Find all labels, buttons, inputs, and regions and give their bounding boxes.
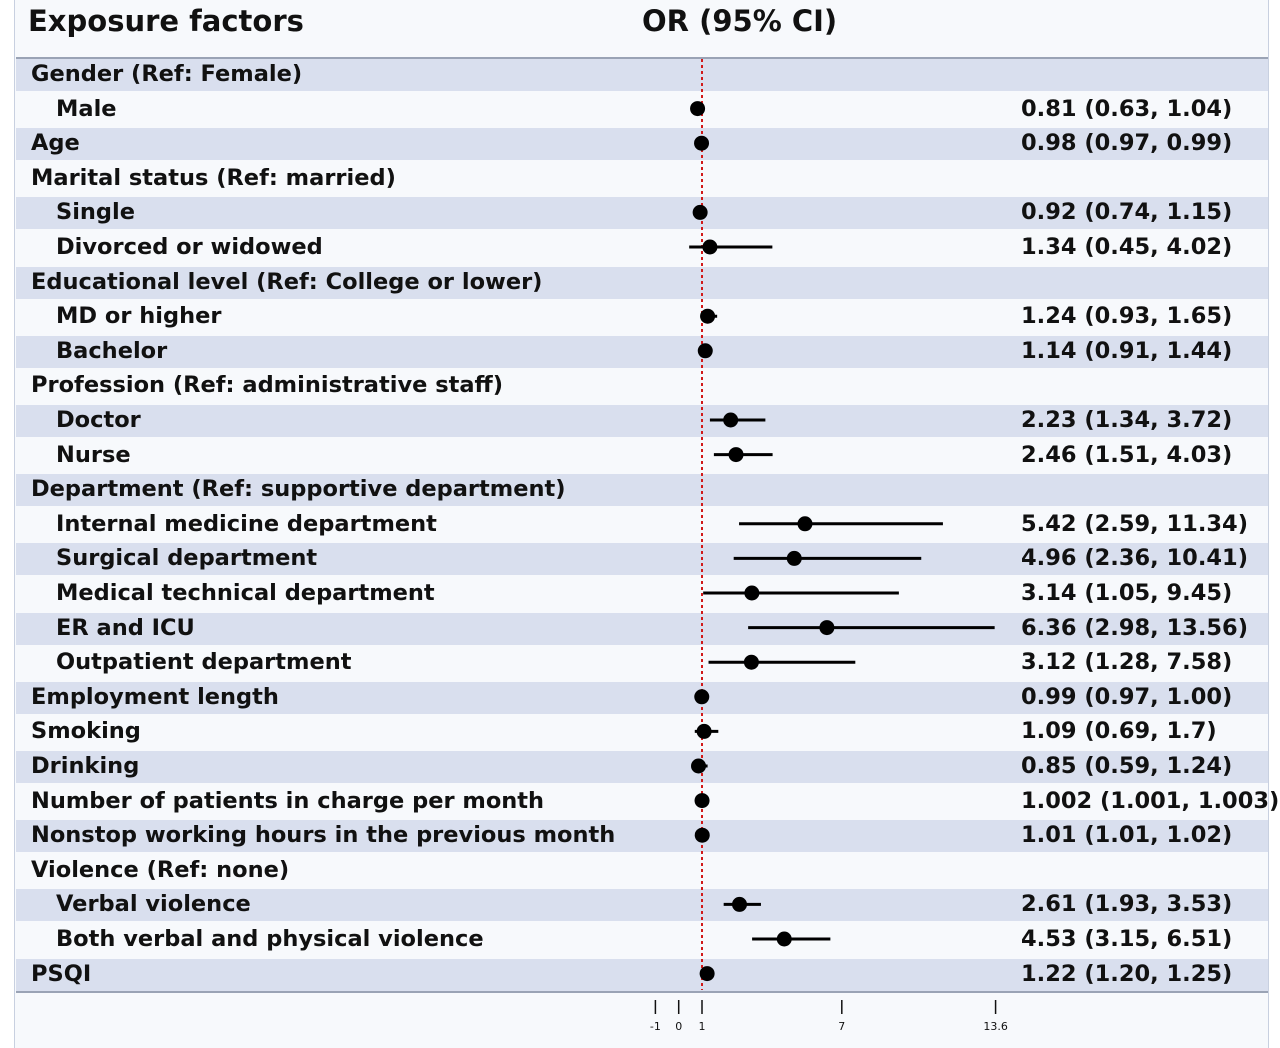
row-label: Employment length <box>31 683 279 710</box>
table-row: Nurse 2.46 (1.51, 4.03) <box>16 440 1268 472</box>
row-or-value: 1.22 (1.20, 1.25) <box>1021 960 1233 987</box>
table-row: MD or higher 1.24 (0.93, 1.65) <box>16 301 1268 333</box>
row-label: Marital status (Ref: married) <box>31 164 396 191</box>
row-label: Bachelor <box>56 337 168 364</box>
table-row: Drinking 0.85 (0.59, 1.24) <box>16 751 1268 783</box>
row-or-value: 2.23 (1.34, 3.72) <box>1021 407 1233 433</box>
row-or-value: 1.34 (0.45, 4.02) <box>1021 234 1233 260</box>
row-or-value: 4.53 (3.15, 6.51) <box>1021 926 1233 952</box>
row-label: Violence (Ref: none) <box>31 856 290 883</box>
table-row: Marital status (Ref: married) <box>16 163 1268 195</box>
table-row: Employment length 0.99 (0.97, 1.00) <box>16 681 1268 714</box>
row-or-value: 5.42 (2.59, 11.34) <box>1021 510 1248 537</box>
row-or-value: 1.24 (0.93, 1.65) <box>1021 303 1233 330</box>
row-or-value: 0.98 (0.97, 0.99) <box>1021 130 1233 157</box>
row-or-value: 2.61 (1.93, 3.53) <box>1021 891 1233 918</box>
table-row: PSQI 1.22 (1.20, 1.25) <box>16 958 1268 991</box>
row-label: Nurse <box>56 441 131 468</box>
row-label: Single <box>56 199 136 226</box>
row-label: Age <box>31 130 80 157</box>
row-label: Gender (Ref: Female) <box>31 61 303 87</box>
table-row: Gender (Ref: Female) <box>16 59 1268 91</box>
row-or-value: 3.12 (1.28, 7.58) <box>1021 649 1233 676</box>
row-label: Smoking <box>31 718 141 745</box>
row-or-value: 1.14 (0.91, 1.44) <box>1021 337 1233 364</box>
table-row: Doctor 2.23 (1.34, 3.72) <box>16 405 1268 437</box>
row-label: Both verbal and physical violence <box>56 926 484 952</box>
table-row: ER and ICU 6.36 (2.98, 13.56) <box>16 612 1268 645</box>
row-label: Divorced or widowed <box>56 234 323 260</box>
row-label: PSQI <box>31 960 92 987</box>
table-row: Divorced or widowed 1.34 (0.45, 4.02) <box>16 232 1268 264</box>
row-label: Number of patients in charge per month <box>31 787 545 814</box>
table-row: Educational level (Ref: College or lower… <box>16 266 1268 299</box>
row-or-value: 1.09 (0.69, 1.7) <box>1021 718 1217 745</box>
row-label: Nonstop working hours in the previous mo… <box>31 822 616 849</box>
exposure-factors-header: Exposure factors <box>28 4 304 38</box>
row-label: Surgical department <box>56 545 318 572</box>
row-label: MD or higher <box>56 303 222 330</box>
row-label: Doctor <box>56 407 141 433</box>
row-label: Male <box>56 95 117 122</box>
table-row: Verbal violence 2.61 (1.93, 3.53) <box>16 889 1268 922</box>
table-row: Number of patients in charge per month 1.… <box>16 786 1279 818</box>
row-or-value: 4.96 (2.36, 10.41) <box>1021 545 1248 572</box>
row-or-value: 2.46 (1.51, 4.03) <box>1021 441 1233 468</box>
table-row: Outpatient department 3.12 (1.28, 7.58) <box>16 647 1268 679</box>
table-row: Nonstop working hours in the previous mo… <box>16 820 1268 853</box>
table-row: Internal medicine department 5.42 (2.59, … <box>16 509 1268 541</box>
row-label: Medical technical department <box>56 580 435 606</box>
header-divider <box>16 57 1268 59</box>
row-or-value: 0.99 (0.97, 1.00) <box>1021 683 1233 710</box>
table-row: Male 0.81 (0.63, 1.04) <box>16 94 1268 126</box>
table-row: Medical technical department 3.14 (1.05, … <box>16 578 1268 610</box>
row-label: Profession (Ref: administrative staff) <box>31 372 504 399</box>
figure-frame <box>14 0 1269 1048</box>
or-ci-header: OR (95% CI) <box>642 4 838 38</box>
row-label: Verbal violence <box>56 891 251 918</box>
table-row: Bachelor 1.14 (0.91, 1.44) <box>16 335 1268 368</box>
table-row: Age 0.98 (0.97, 0.99) <box>16 128 1268 161</box>
row-or-value: 0.85 (0.59, 1.24) <box>1021 753 1233 779</box>
table-row: Violence (Ref: none) <box>16 855 1268 887</box>
table-row: Single 0.92 (0.74, 1.15) <box>16 197 1268 230</box>
table-row: Both verbal and physical violence 4.53 (3… <box>16 924 1268 956</box>
row-label: Educational level (Ref: College or lower… <box>31 268 543 295</box>
row-or-value: 1.01 (1.01, 1.02) <box>1021 822 1233 849</box>
row-or-value: 6.36 (2.98, 13.56) <box>1021 614 1248 641</box>
row-or-value: 0.92 (0.74, 1.15) <box>1021 199 1233 226</box>
row-label: Internal medicine department <box>56 510 437 537</box>
table-bottom-divider <box>16 991 1268 993</box>
row-or-value: 0.81 (0.63, 1.04) <box>1021 95 1233 122</box>
row-or-value: 3.14 (1.05, 9.45) <box>1021 580 1233 606</box>
table-row: Department (Ref: supportive department) <box>16 474 1268 507</box>
row-label: Drinking <box>31 753 140 779</box>
row-label: Department (Ref: supportive department) <box>31 476 566 503</box>
row-label: ER and ICU <box>56 614 195 641</box>
table-row: Surgical department 4.96 (2.36, 10.41) <box>16 543 1268 576</box>
table-row: Profession (Ref: administrative staff) <box>16 370 1268 402</box>
row-label: Outpatient department <box>56 649 352 676</box>
table-row: Smoking 1.09 (0.69, 1.7) <box>16 716 1268 748</box>
row-or-value: 1.002 (1.001, 1.003) <box>1021 787 1280 814</box>
